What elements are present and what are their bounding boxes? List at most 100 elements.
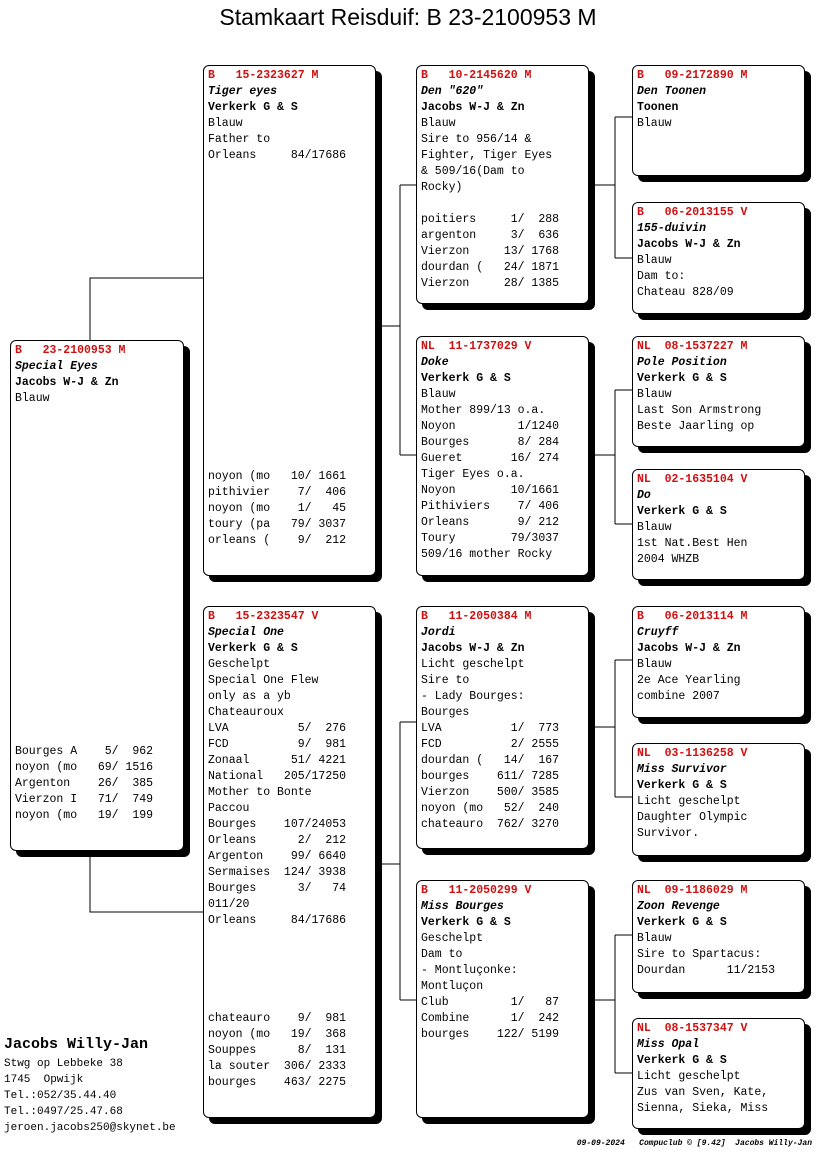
note: Argenton 99/ 6640 (208, 850, 347, 863)
note: Toury 79/3037 (421, 532, 560, 545)
result: toury (pa 79/ 3037 (208, 518, 347, 531)
ring-number: B 15-2323547 V (208, 610, 319, 623)
result: argenton 3/ 636 (421, 229, 560, 242)
note: Noyon 1/1240 (421, 420, 560, 433)
owner: Verkerk G & S (637, 779, 727, 792)
title: Stamkaart Reisduif: B 23-2100953 M (219, 4, 597, 30)
ring-number: NL 02-1635104 V (637, 473, 748, 486)
note: Geschelpt (208, 658, 271, 671)
note: Sire to (421, 674, 470, 687)
pigeon-card: NL 08-1537347 V Miss Opal Verkerk G & S Lic… (632, 1018, 805, 1129)
pigeon-card: NL 11-1737029 V Doke Verkerk G & S Blauw Mot… (416, 336, 589, 576)
pigeon-name: Den "620" (421, 85, 484, 98)
breeder-line: Tel.:0497/25.47.68 (4, 1106, 123, 1118)
connector (588, 389, 632, 525)
result: Argenton 26/ 385 (15, 777, 154, 790)
owner: Verkerk G & S (208, 101, 298, 114)
pigeon-name: Miss Bourges (421, 900, 504, 913)
ring-number: B 10-2145620 M (421, 69, 532, 82)
note: Blauw (637, 521, 672, 534)
note: National 205/17250 (208, 770, 347, 783)
note: 2e Ace Yearling (637, 674, 741, 687)
connector (588, 934, 632, 1074)
note: Blauw (421, 388, 456, 401)
note: Chateauroux (208, 706, 284, 719)
breeder: Jacobs Willy-Jan Stwg op Lebbeke 38 1745 O… (4, 1034, 176, 1136)
note: Orleans 9/ 212 (421, 516, 560, 529)
note: Zus van Sven, Kate, (637, 1086, 769, 1099)
result: noyon (mo 1/ 45 (208, 502, 347, 515)
ring-number: NL 11-1737029 V (421, 340, 532, 353)
note: Noyon 10/1661 (421, 484, 560, 497)
pigeon-card: NL 09-1186029 M Zoon Revenge Verkerk G & S… (632, 880, 805, 993)
note: 1st Nat.Best Hen (637, 537, 748, 550)
result: noyon (mo 10/ 1661 (208, 470, 347, 483)
note: - Lady Bourges: (421, 690, 525, 703)
result: chateauro 9/ 981 (208, 1012, 347, 1025)
note: Pithiviers 7/ 406 (421, 500, 560, 513)
note: Montluçon (421, 980, 484, 993)
owner: Jacobs W-J & Zn (637, 642, 741, 655)
breeder-name: Jacobs Willy-Jan (4, 1036, 149, 1053)
pigeon-card: B 11-2050384 M Jordi Jacobs W-J & Zn Licht … (416, 606, 589, 849)
pigeon-name: 155-duivin (637, 222, 707, 235)
note: Club 1/ 87 (421, 996, 560, 1009)
results: chateauro 9/ 981 noyon (mo 19/ 368 Souppes… (208, 1011, 346, 1091)
note: Geschelpt (421, 932, 484, 945)
connector (588, 116, 632, 259)
note: Sienna, Sieka, Miss (637, 1102, 769, 1115)
pigeon-card: B 15-2323547 V Special One Verkerk G & S Ge… (203, 606, 376, 1118)
pigeon-card: NL 02-1635104 V Do Verkerk G & S Blauw 1st N… (632, 469, 805, 580)
result: noyon (mo 19/ 199 (15, 809, 154, 822)
ring-number: B 06-2013155 V (637, 206, 748, 219)
note: Blauw (637, 117, 672, 130)
note: Survivor. (637, 827, 700, 840)
owner: Verkerk G & S (637, 372, 727, 385)
owner: Verkerk G & S (637, 505, 727, 518)
note: Blauw (637, 932, 672, 945)
result: Vierzon 28/ 1385 (421, 277, 560, 290)
pigeon-name: Pole Position (637, 356, 727, 369)
note: Orleans 84/17686 (208, 914, 347, 927)
owner: Verkerk G & S (421, 372, 511, 385)
note: Fighter, Tiger Eyes (421, 149, 553, 162)
note: Mother 899/13 o.a. (421, 404, 546, 417)
note: Special One Flew (208, 674, 319, 687)
pigeon-name: Special Eyes (15, 360, 98, 373)
note: Orleans 84/17686 (208, 149, 347, 162)
note: Dam to (421, 948, 463, 961)
note: dourdan ( 14/ 167 (421, 754, 560, 767)
note: Combine 1/ 242 (421, 1012, 560, 1025)
note: Orleans 2/ 212 (208, 834, 347, 847)
note: Rocky) (421, 181, 463, 194)
note: Sire to Spartacus: (637, 948, 762, 961)
note: Zonaal 51/ 4221 (208, 754, 347, 767)
pigeon-card: B 10-2145620 M Den "620" Jacobs W-J & Zn Bl… (416, 65, 589, 304)
pigeon-name: Miss Survivor (637, 763, 727, 776)
note: Dourdan 11/2153 (637, 964, 776, 977)
note: Blauw (208, 117, 243, 130)
note: Sermaises 124/ 3938 (208, 866, 347, 879)
pigeon-card: NL 03-1136258 V Miss Survivor Verkerk G & … (632, 743, 805, 856)
note: chateauro 762/ 3270 (421, 818, 560, 831)
note: & 509/16(Dam to (421, 165, 525, 178)
footer: 09-09-2024 Compuclub © [9.42] Jacobs Wil… (576, 1139, 812, 1148)
breeder-line: 1745 Opwijk (4, 1074, 84, 1086)
result: pithivier 7/ 406 (208, 486, 347, 499)
ring-number: B 15-2323627 M (208, 69, 319, 82)
note: Last Son Armstrong (637, 404, 762, 417)
owner: Jacobs W-J & Zn (15, 376, 119, 389)
results: Bourges A 5/ 962 noyon (mo 69/ 1516 Argent… (15, 744, 153, 824)
pigeon-name: Do (637, 489, 651, 502)
note: Blauw (637, 658, 672, 671)
note: Licht geschelpt (637, 795, 741, 808)
note: Gueret 16/ 274 (421, 452, 560, 465)
connector (375, 721, 416, 1001)
note: Daughter Olympic (637, 811, 748, 824)
result: Vierzon I 71/ 749 (15, 793, 154, 806)
note: Sire to 956/14 & (421, 133, 532, 146)
note: Blauw (421, 117, 456, 130)
connector-lines (89, 116, 632, 1074)
note: LVA 1/ 773 (421, 722, 560, 735)
